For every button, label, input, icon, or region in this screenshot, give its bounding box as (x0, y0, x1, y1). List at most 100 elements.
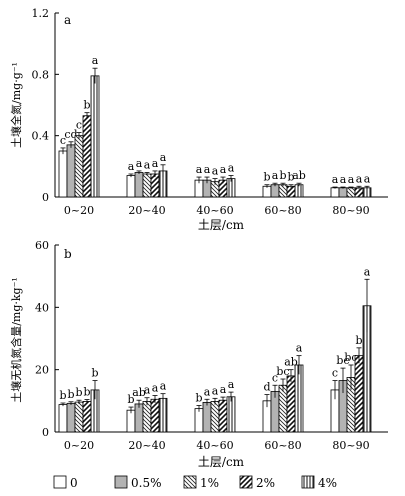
bar (338, 187, 348, 198)
significance-letter: a (228, 162, 235, 175)
bar (82, 401, 92, 433)
bar (210, 401, 220, 433)
bar (262, 185, 272, 198)
bar (330, 187, 340, 198)
significance-letter: bc (336, 354, 349, 367)
x-tick-label: 40~60 (196, 439, 233, 452)
significance-letter: a (220, 163, 227, 176)
bar (126, 409, 136, 433)
y-tick-label: 0.4 (32, 130, 50, 143)
bar (294, 184, 304, 198)
significance-letter: a (220, 383, 227, 396)
y-tick-label: 1.2 (32, 7, 50, 20)
x-tick-label: 40~60 (196, 204, 233, 217)
significance-letter: cd (64, 128, 77, 141)
x-tick-group: 0~20 20~40 40~60 60~80 80~90 (64, 204, 370, 217)
bar (286, 185, 296, 198)
significance-letter: b (83, 386, 90, 399)
significance-letter: b (287, 171, 294, 184)
significance-letter: a (212, 384, 219, 397)
legend-swatch (301, 475, 315, 489)
bar (150, 173, 160, 198)
y-tick-group: 0 20 40 60 (35, 239, 59, 439)
significance-letter: a (332, 173, 339, 186)
y-tick-label: 0 (42, 191, 49, 204)
significance-letter: a (348, 173, 355, 186)
significance-letter: a (128, 160, 135, 173)
significance-letter: b (195, 392, 202, 405)
legend-label: 1% (200, 476, 219, 490)
bar (142, 173, 152, 198)
bar (158, 397, 168, 433)
bar (134, 403, 144, 433)
y-axis-label: 土壤全氮/mg·g⁻¹ (9, 62, 23, 148)
bar (150, 398, 160, 433)
bar (346, 187, 356, 198)
significance-letter: a (364, 265, 371, 278)
y-tick-group: 0 0.4 0.8 1.2 (32, 7, 59, 204)
bar (218, 399, 228, 433)
legend-label: 4% (318, 476, 337, 490)
significance-letter: a (356, 172, 363, 185)
bar (74, 135, 84, 198)
x-tick-label: 0~20 (64, 204, 94, 217)
legend-swatch (114, 475, 128, 489)
significance-letter: ab (132, 386, 146, 399)
bar (66, 144, 76, 198)
bar (286, 375, 296, 433)
legend-label: 2% (256, 476, 275, 490)
significance-letter: b (279, 169, 286, 182)
bar (194, 408, 204, 433)
significance-letter: a (144, 158, 151, 171)
bar (226, 396, 236, 433)
bar (82, 115, 92, 198)
y-axis-label: 土壤无机氮含量/mg·kg⁻¹ (9, 277, 23, 403)
significance-letter: a (228, 378, 235, 391)
significance-letter: a (212, 165, 219, 178)
significance-letter: c (272, 371, 278, 384)
significance-letter: a (92, 54, 99, 67)
bar (142, 401, 152, 433)
significance-letter: a (364, 172, 371, 185)
bar (126, 175, 136, 198)
x-tick-label: 0~20 (64, 439, 94, 452)
significance-letter: b (127, 393, 134, 406)
significance-letter: a (152, 157, 159, 170)
panel-label: a (64, 13, 71, 27)
bar (354, 355, 364, 433)
y-tick-label: 20 (35, 364, 49, 377)
significance-letter: b (75, 386, 82, 399)
significance-letter: b (91, 367, 98, 380)
x-tick-label: 60~80 (264, 439, 301, 452)
significance-letter: ab (284, 356, 298, 369)
significance-letter: a (152, 382, 159, 395)
bar (58, 404, 68, 433)
panel-label: b (64, 247, 72, 261)
significance-letter: b (355, 334, 362, 347)
significance-letter: a (196, 163, 203, 176)
bar (90, 75, 100, 198)
bar (74, 401, 84, 433)
bar (278, 184, 288, 198)
x-axis-label: 土层/cm (198, 455, 245, 469)
x-tick-label: 20~40 (128, 204, 165, 217)
legend-swatch (183, 475, 197, 489)
significance-letter: d (263, 381, 270, 394)
significance-letter: b (83, 99, 90, 112)
significance-letter: c (60, 134, 66, 147)
significance-letter: a (160, 151, 167, 164)
significance-letter: bc (344, 351, 357, 364)
significance-letter: b (67, 388, 74, 401)
y-tick-label: 40 (35, 301, 49, 314)
significance-letter: b (263, 171, 270, 184)
bar (270, 184, 280, 198)
x-tick-label: 80~90 (332, 439, 369, 452)
bar (202, 401, 212, 433)
significance-letter: a (204, 163, 211, 176)
significance-letter: c (332, 367, 338, 380)
bar (294, 364, 304, 433)
chart-panel-total-nitrogen: a 土壤全氮/mg·g⁻¹ 土层/cm 0 0.4 0.8 1.2 0~20 20~40… (9, 7, 388, 232)
significance-letter: b (59, 389, 66, 402)
